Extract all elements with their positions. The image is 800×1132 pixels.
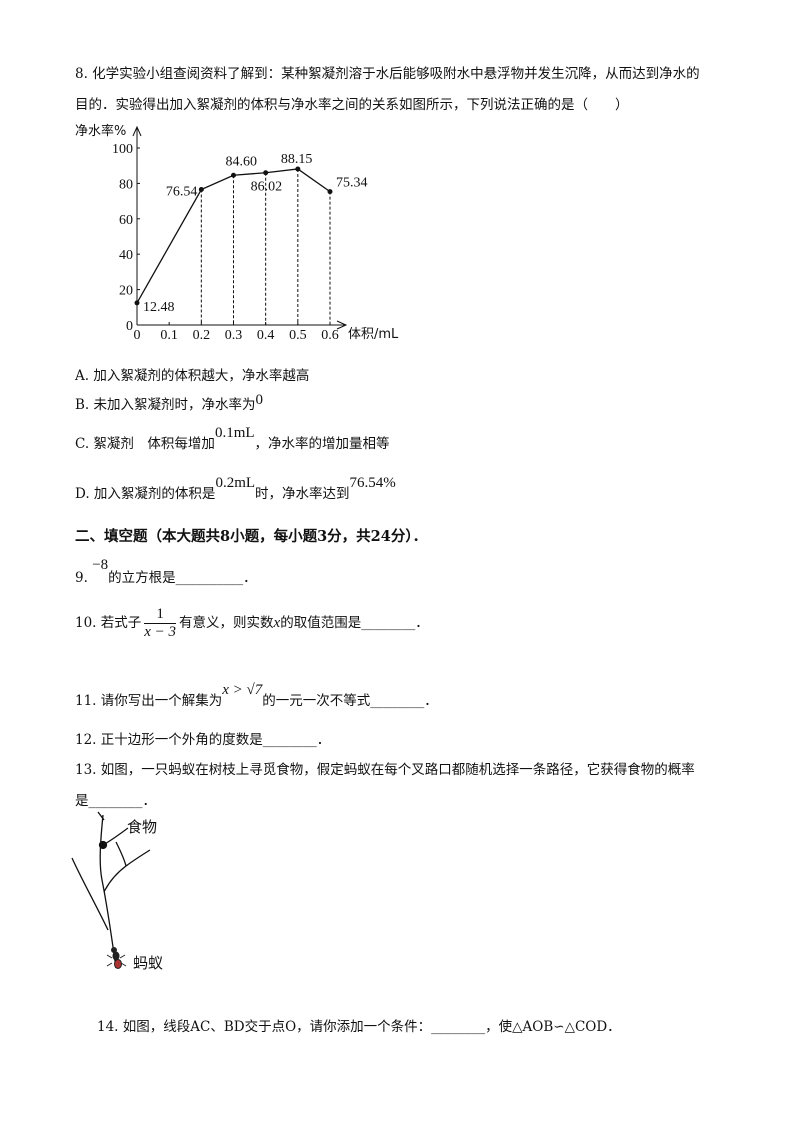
data-point xyxy=(327,189,333,195)
y-tick-label: 40 xyxy=(119,248,133,263)
question-text: 的一元一次不等式________． xyxy=(262,693,438,709)
data-label: 76.54 xyxy=(166,185,198,200)
math: x > √7 xyxy=(222,682,263,698)
option-math: 0 xyxy=(255,392,264,408)
data-point xyxy=(263,170,269,176)
y-tick-label: 0 xyxy=(126,319,133,334)
data-label: 12.48 xyxy=(143,300,175,315)
question: 10. 若式子 1 x − 3 有意义，则实数x的取值范围是________． xyxy=(75,606,429,641)
x-tick-label: 0.5 xyxy=(289,328,307,343)
x-tick-label: 0.6 xyxy=(321,328,339,343)
tree-diagram xyxy=(71,811,151,969)
tree-branch xyxy=(71,857,109,931)
data-label: 84.60 xyxy=(226,154,258,169)
option-math: 76.54% xyxy=(349,475,396,491)
x-tick-label: 0.2 xyxy=(193,328,211,343)
x-arrow xyxy=(336,320,348,330)
y-tick-label: 20 xyxy=(119,284,133,299)
section-heading: 二、填空题（本大题共8小题，每小题3分，共24分）． xyxy=(75,528,428,545)
question-text: 是________． xyxy=(75,793,156,809)
question-text: 的立方根是__________． xyxy=(108,570,257,586)
question-text: 目的．实验得出加入絮凝剂的体积与净水率之间的关系如图所示，下列说法正确的是（ ） xyxy=(75,97,629,113)
y-arrow xyxy=(132,125,142,137)
data-point xyxy=(295,166,301,172)
ant-icon xyxy=(106,947,127,969)
tree-branch xyxy=(103,849,151,893)
question-text: 13. 如图，一只蚂蚁在树枝上寻觅食物，假定蚂蚁在每个叉路口都随机选择一条路径，… xyxy=(75,762,695,778)
data-label: 88.15 xyxy=(281,152,313,167)
food-label: 食物 xyxy=(127,818,157,836)
x-tick-label: 0.3 xyxy=(225,328,243,343)
x-axis-label: 体积/mL xyxy=(348,327,399,342)
data-line xyxy=(136,168,331,304)
question-text: 有意义，则实数 xyxy=(179,615,274,631)
option-math: 0.1mL xyxy=(214,425,255,441)
option-text: C. 絮凝剂 体积每增加 xyxy=(75,436,215,452)
x-tick-label: 0.4 xyxy=(257,328,275,343)
math: x xyxy=(273,615,281,631)
option-text: A. 加入絮凝剂的体积越大，净水率越高 xyxy=(75,368,310,384)
y-axis-label: 净水率% xyxy=(75,123,126,139)
option-text: 时，净水率达到 xyxy=(255,486,350,502)
option: C. 絮凝剂 体积每增加0.1mL，净水率的增加量相等 xyxy=(75,425,390,453)
data-label: 86.02 xyxy=(251,180,283,195)
food-dot xyxy=(98,840,108,850)
option-text: D. 加入絮凝剂的体积是 xyxy=(75,486,216,502)
option-text: B. 未加入絮凝剂时，净水率为 xyxy=(75,397,256,413)
data-point xyxy=(231,172,236,178)
chart: 净水率% 体积/mL 0 20 40 60 80 100 0 0.1 0.2 0.3 0.4 0.5 0… xyxy=(75,123,399,343)
numerator: 1 xyxy=(144,606,177,624)
question-text: 10. 若式子 xyxy=(75,615,142,631)
question: 9. −8的立方根是__________． xyxy=(75,557,257,587)
option-text: ，净水率的增加量相等 xyxy=(254,436,390,452)
question-number: 9. xyxy=(75,570,88,586)
ant-label: 蚂蚁 xyxy=(133,954,163,972)
data-label: 75.34 xyxy=(336,176,368,191)
x-tick-label: 0.1 xyxy=(160,328,178,343)
x-tick-label: 0 xyxy=(134,328,141,343)
option: D. 加入絮凝剂的体积是0.2mL时，净水率达到76.54% xyxy=(75,475,396,503)
denominator: x − 3 xyxy=(144,624,177,640)
y-tick-label: 80 xyxy=(119,177,133,192)
option: A. 加入絮凝剂的体积越大，净水率越高 xyxy=(75,364,309,384)
data-point xyxy=(134,300,140,306)
y-tick-label: 60 xyxy=(119,213,133,228)
tree-branch xyxy=(115,841,127,867)
question-text: 11. 请你写出一个解集为 xyxy=(75,693,223,709)
tree-branch xyxy=(97,811,105,821)
math: −8 xyxy=(92,557,109,573)
y-tick-label: 100 xyxy=(112,142,133,157)
option-math: 0.2mL xyxy=(215,475,256,491)
tree-trunk xyxy=(99,814,117,969)
question-text: 14. 如图，线段AC、BD交于点O，请你添加一个条件：________，使△A… xyxy=(97,1019,621,1035)
question-text: 8. 化学实验小组查阅资料了解到：某种絮凝剂溶于水后能够吸附水中悬浮物并发生沉降… xyxy=(75,66,700,82)
question-text: 12. 正十边形一个外角的度数是________． xyxy=(75,732,331,748)
data-point xyxy=(198,187,204,193)
question: 11. 请你写出一个解集为x > √7的一元一次不等式________． xyxy=(75,682,438,710)
option: B. 未加入絮凝剂时，净水率为0 xyxy=(75,392,264,414)
question-text: 的取值范围是________． xyxy=(280,615,429,631)
